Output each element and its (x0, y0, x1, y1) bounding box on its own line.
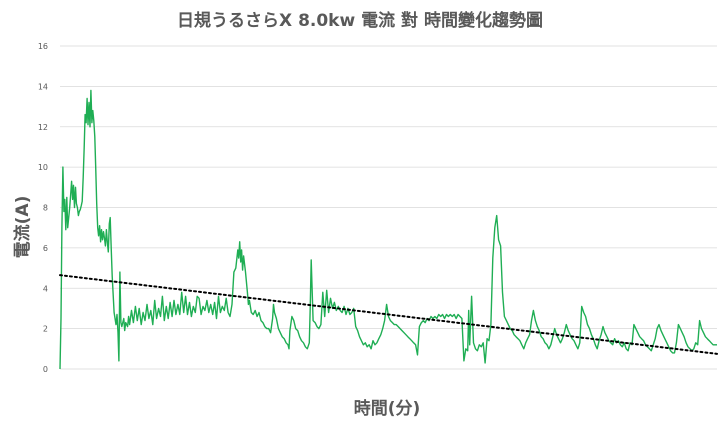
y-tick-label: 14 (38, 82, 48, 91)
y-tick-label: 8 (43, 204, 48, 213)
y-tick-label: 2 (43, 325, 48, 334)
y-axis-ticks: 0 2 4 6 8 10 12 14 16 (38, 42, 48, 374)
grid (60, 45, 717, 370)
y-tick-label: 6 (43, 244, 48, 253)
chart-title: 日規うるさらX 8.0kw 電流 對 時間變化趨勢圖 (177, 10, 543, 31)
y-tick-label: 12 (38, 123, 48, 132)
x-axis-title: 時間(分) (354, 398, 421, 419)
trend-line (59, 274, 718, 355)
y-tick-label: 4 (43, 284, 48, 293)
y-tick-label: 16 (38, 42, 48, 51)
y-tick-label: 10 (38, 163, 48, 172)
series-line-current (59, 89, 717, 370)
y-tick-label: 0 (43, 365, 48, 374)
y-axis-title: 電流(A) (12, 196, 33, 259)
